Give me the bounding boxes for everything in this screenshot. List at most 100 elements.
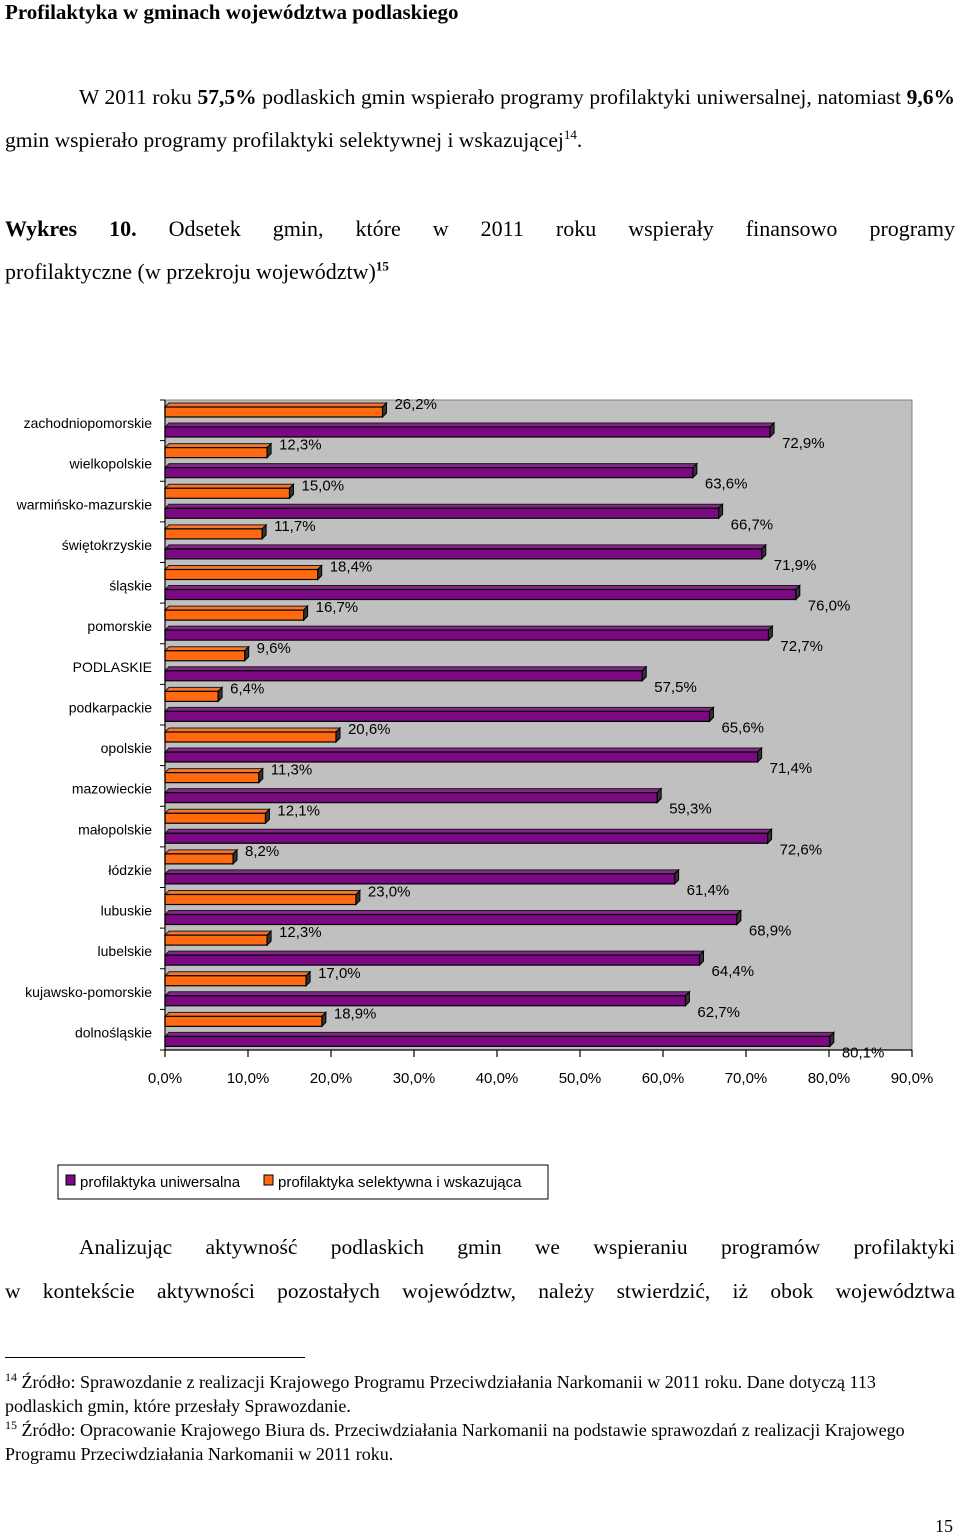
x-tick-label: 90,0% <box>891 1070 934 1087</box>
data-label-uniwersalna: 66,7% <box>731 516 774 533</box>
footnote-ref-14[interactable]: 14 <box>563 126 577 142</box>
category-label: warmińsko-mazurskie <box>16 496 153 512</box>
x-tick-label: 70,0% <box>725 1070 768 1087</box>
footnote-15: 15 Źródło: Opracowanie Krajowego Biura d… <box>5 1418 955 1466</box>
data-label-uniwersalna: 76,0% <box>808 598 851 615</box>
bar-selektywna <box>163 442 273 459</box>
bar-uniwersalna <box>163 868 680 886</box>
bar-uniwersalna <box>163 909 743 926</box>
bar-uniwersalna <box>163 584 802 601</box>
data-label-uniwersalna: 72,6% <box>780 841 823 858</box>
data-label-uniwersalna: 64,4% <box>712 963 755 980</box>
data-label-selektywna: 11,3% <box>271 762 312 779</box>
bar-selektywna <box>163 808 271 825</box>
data-label-uniwersalna: 71,9% <box>774 557 817 574</box>
category-label: PODLASKIE <box>73 659 152 675</box>
category-label: dolnośląskie <box>75 1024 152 1040</box>
bar-chart: 26,2% 72,9% 12,3% 63,6% 15,0% 66,7% 11,7% 71,9%… <box>16 396 934 1200</box>
data-label-selektywna: 6,4% <box>230 680 264 697</box>
intro-text-4: . <box>576 128 583 152</box>
bar-selektywna <box>163 929 273 947</box>
data-label-selektywna: 23,0% <box>368 884 411 901</box>
data-label-uniwersalna: 59,3% <box>669 801 712 818</box>
data-label-uniwersalna: 80,1% <box>842 1044 885 1061</box>
chart-caption-line2: profilaktyczne (w przekroju województw)1… <box>5 250 389 293</box>
category-label: łódzkie <box>108 862 152 878</box>
x-tick-label: 0,0% <box>148 1070 182 1087</box>
data-label-uniwersalna: 61,4% <box>687 882 730 899</box>
bar-selektywna <box>163 889 362 906</box>
data-label-selektywna: 17,0% <box>318 965 361 982</box>
bar-uniwersalna <box>163 746 763 764</box>
category-label: śląskie <box>109 578 152 594</box>
bar-uniwersalna <box>163 990 691 1007</box>
bar-uniwersalna <box>163 503 724 520</box>
footnote-ref-15[interactable]: 15 <box>375 258 389 274</box>
data-label-uniwersalna: 72,9% <box>782 435 825 452</box>
bar-selektywna <box>163 564 323 581</box>
data-label-selektywna: 20,6% <box>348 721 391 738</box>
x-tick-label: 60,0% <box>642 1070 685 1087</box>
category-label: lubelskie <box>98 943 153 959</box>
page-number: 15 <box>935 1516 953 1536</box>
category-label: pomorskie <box>87 618 152 634</box>
data-label-selektywna: 12,3% <box>279 924 322 941</box>
category-label: lubuskie <box>101 903 153 919</box>
bar-selektywna <box>163 483 295 500</box>
x-tick-label: 80,0% <box>808 1070 851 1087</box>
legend-label-uniwersalna: profilaktyka uniwersalna <box>80 1174 241 1191</box>
footnote-separator <box>5 1357 305 1358</box>
legend-swatch-selektywna <box>263 1174 274 1186</box>
x-tick-label: 10,0% <box>227 1070 270 1087</box>
data-label-selektywna: 9,6% <box>257 640 291 657</box>
x-tick-label: 30,0% <box>393 1070 436 1087</box>
bar-uniwersalna <box>163 665 648 682</box>
category-label: zachodniopomorskie <box>24 415 153 431</box>
bar-uniwersalna <box>163 828 773 845</box>
caption-text-2: profilaktyczne (w przekroju województw) <box>5 259 376 284</box>
data-label-uniwersalna: 62,7% <box>697 1004 740 1021</box>
data-label-selektywna: 12,1% <box>277 802 320 819</box>
category-label: opolskie <box>101 740 153 756</box>
data-label-selektywna: 16,7% <box>316 599 359 616</box>
bar-selektywna <box>163 1011 328 1028</box>
data-label-uniwersalna: 72,7% <box>780 638 823 655</box>
bar-selektywna <box>163 970 312 987</box>
caption-label: Wykres 10. <box>5 216 137 241</box>
bar-uniwersalna <box>163 624 774 642</box>
data-label-uniwersalna: 68,9% <box>749 923 792 940</box>
data-label-uniwersalna: 63,6% <box>705 476 748 493</box>
intro-text-1: W 2011 roku <box>79 85 198 109</box>
category-label: świętokrzyskie <box>62 537 152 553</box>
bar-selektywna <box>163 848 239 866</box>
bar-uniwersalna <box>163 949 705 967</box>
bar-selektywna <box>163 604 309 622</box>
legend-label-selektywna: profilaktyka selektywna i wskazująca <box>278 1174 522 1191</box>
intro-text-2: podlaskich gmin wspierało programy profi… <box>256 85 907 109</box>
bar-uniwersalna <box>163 787 663 804</box>
data-label-selektywna: 12,3% <box>279 437 322 454</box>
data-label-selektywna: 15,0% <box>302 477 345 494</box>
legend-box <box>57 1164 549 1200</box>
legend-swatch-uniwersalna <box>65 1174 76 1186</box>
bar-uniwersalna <box>163 421 776 439</box>
bar-uniwersalna <box>163 462 699 479</box>
footnote-number: 14 <box>5 1370 17 1384</box>
bar-selektywna <box>163 686 224 703</box>
bar-selektywna <box>163 726 342 744</box>
intro-bold-1: 57,5% <box>197 85 257 109</box>
intro-paragraph: W 2011 roku 57,5% podlaskich gmin wspier… <box>5 76 955 162</box>
x-tick-label: 40,0% <box>476 1070 519 1087</box>
bar-uniwersalna <box>163 543 767 561</box>
footnote-14: 14 Źródło: Sprawozdanie z realizacji Kra… <box>5 1370 955 1418</box>
data-label-selektywna: 11,7% <box>274 518 315 535</box>
category-label: kujawsko-pomorskie <box>25 984 152 1000</box>
page-heading: Profilaktyka w gminach województwa podla… <box>5 0 459 24</box>
bar-selektywna <box>163 401 388 419</box>
analysis-line-2: w kontekście aktywności pozostałych woje… <box>5 1279 955 1303</box>
data-label-selektywna: 26,2% <box>394 396 437 413</box>
data-label-selektywna: 8,2% <box>245 843 279 860</box>
data-label-uniwersalna: 57,5% <box>654 679 697 696</box>
data-label-uniwersalna: 71,4% <box>770 760 813 777</box>
caption-text-1: Odsetek gmin, które w 2011 roku wspierał… <box>136 216 955 241</box>
